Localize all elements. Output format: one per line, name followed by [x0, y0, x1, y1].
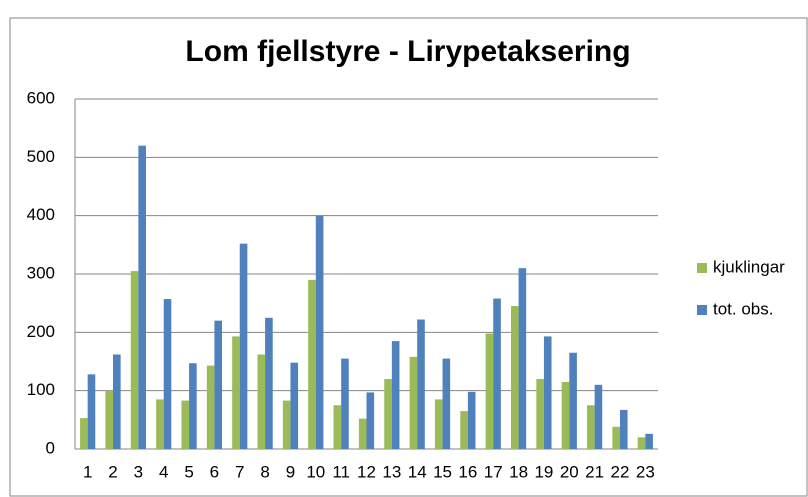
- x-tick-label: 15: [433, 462, 452, 481]
- bar: [80, 418, 88, 449]
- bar: [612, 426, 620, 449]
- x-tick-label: 20: [560, 462, 579, 481]
- x-tick-label: 1: [83, 462, 92, 481]
- x-tick-label: 6: [210, 462, 219, 481]
- x-tick-label: 11: [332, 462, 350, 481]
- legend-label: kjuklingar: [713, 257, 785, 276]
- bar: [536, 379, 544, 449]
- bar: [358, 418, 367, 449]
- x-tick-label: 2: [108, 462, 117, 481]
- x-tick-label: 5: [184, 462, 193, 481]
- bar: [417, 319, 425, 449]
- bar: [105, 390, 114, 449]
- x-tick-label: 17: [484, 462, 503, 481]
- bar: [645, 433, 653, 449]
- x-tick-label: 14: [408, 462, 427, 481]
- y-tick-label: 400: [27, 205, 55, 224]
- bar: [206, 365, 215, 449]
- bar: [181, 400, 190, 449]
- bar: [460, 411, 468, 449]
- chart-border: [9, 17, 808, 497]
- bar: [138, 145, 146, 449]
- bar: [214, 320, 223, 449]
- bar: [290, 362, 299, 449]
- bar: [257, 354, 266, 449]
- bar: [87, 374, 96, 449]
- x-tick-label: 7: [235, 462, 244, 481]
- x-tick-label: 19: [534, 462, 553, 481]
- y-tick-label: 500: [27, 147, 55, 166]
- bar: [485, 333, 494, 449]
- y-tick-label: 200: [27, 322, 55, 341]
- bar: [282, 400, 291, 449]
- bar: [442, 358, 451, 449]
- legend-swatch: [697, 305, 707, 315]
- bar: [587, 405, 595, 449]
- x-tick-label: 22: [611, 462, 630, 481]
- bar: [561, 381, 570, 449]
- y-tick-label: 0: [46, 438, 55, 457]
- bar: [232, 336, 240, 449]
- x-tick-label: 23: [636, 462, 655, 481]
- bar: [594, 384, 603, 449]
- chart-title: Lom fjellstyre - Lirypetaksering: [185, 35, 630, 68]
- bar: [130, 271, 139, 449]
- legend-swatch: [697, 263, 707, 273]
- bar: [189, 363, 197, 449]
- bar: [308, 279, 316, 449]
- x-tick-label: 18: [509, 462, 528, 481]
- bar: [384, 379, 392, 449]
- legend-label: tot. obs.: [713, 299, 773, 318]
- bar: [510, 306, 519, 449]
- bar: [493, 298, 501, 449]
- x-tick-label: 10: [306, 462, 325, 481]
- x-tick-label: 21: [585, 462, 604, 481]
- x-tick-label: 8: [260, 462, 269, 481]
- bar: [163, 299, 172, 449]
- x-tick-label: 4: [159, 462, 168, 481]
- x-tick-label: 9: [286, 462, 295, 481]
- bar: [543, 336, 552, 449]
- bar: [315, 215, 324, 449]
- bar: [239, 243, 248, 449]
- bar: [156, 399, 164, 449]
- x-tick-label: 13: [382, 462, 401, 481]
- bar: [113, 354, 121, 449]
- bar: [434, 399, 443, 449]
- bar: [467, 391, 476, 449]
- y-tick-label: 100: [27, 380, 55, 399]
- x-tick-label: 12: [357, 462, 376, 481]
- bar: [518, 268, 527, 449]
- bar: [366, 392, 375, 449]
- bar: [265, 317, 273, 449]
- bar: [409, 356, 418, 449]
- y-tick-label: 300: [27, 263, 55, 282]
- y-tick-label: 600: [27, 88, 55, 107]
- bar: [569, 352, 577, 449]
- bar: [637, 437, 646, 449]
- x-tick-label: 3: [134, 462, 143, 481]
- bar: [619, 409, 628, 449]
- bar: [391, 341, 400, 449]
- x-tick-label: 16: [458, 462, 477, 481]
- bar: [341, 358, 349, 449]
- bar: [333, 405, 342, 449]
